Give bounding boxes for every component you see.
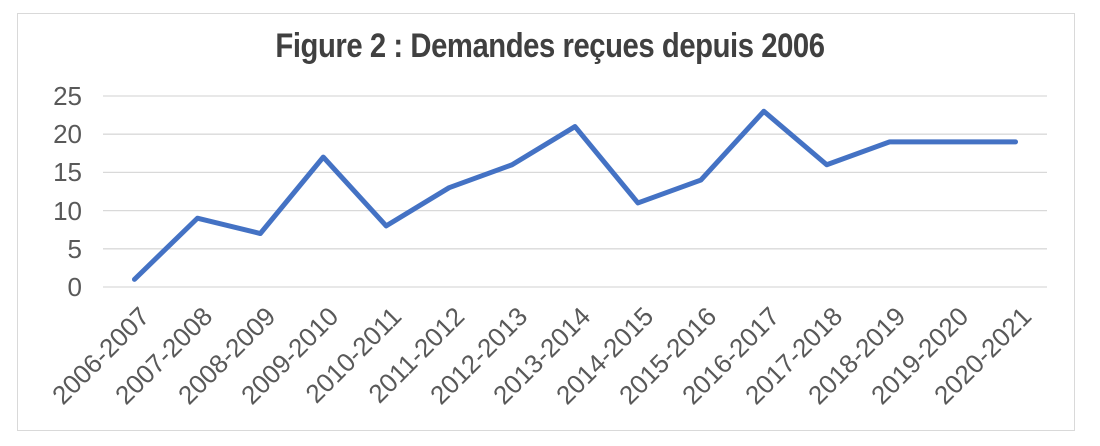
- chart-title: Figure 2 : Demandes reçues depuis 2006: [275, 27, 825, 65]
- data-series-line: [131, 108, 1019, 282]
